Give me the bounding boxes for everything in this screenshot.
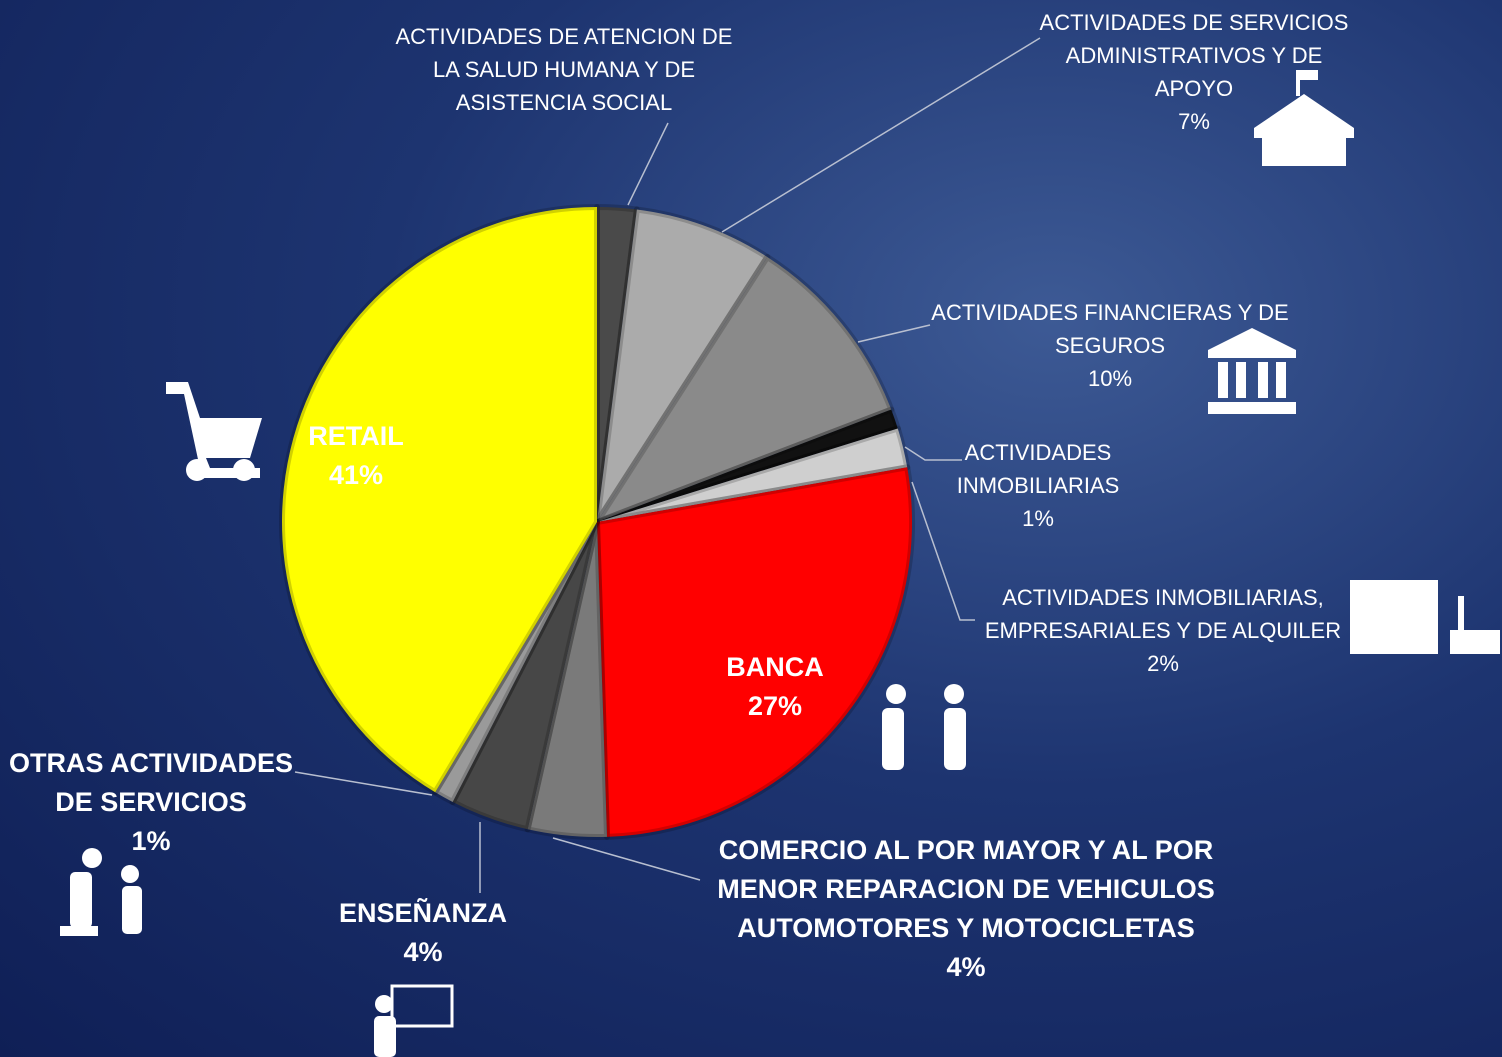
slice-label: BANCA 27%	[675, 648, 875, 726]
slice-name: ACTIVIDADES DE ATENCION DE LA SALUD HUMA…	[395, 24, 733, 115]
slice-name: ACTIVIDADES INMOBILIARIAS	[956, 440, 1120, 498]
slice-label: RETAIL 41%	[276, 417, 436, 495]
bank-icon	[1208, 328, 1296, 414]
slice-value: 2%	[1147, 651, 1179, 676]
slice-label: ACTIVIDADES DE SERVICIOS ADMINISTRATIVOS…	[1034, 6, 1354, 138]
slice-label: ACTIVIDADES INMOBILIARIAS 1%	[943, 436, 1133, 535]
slice-value: 4%	[403, 937, 443, 967]
pie-slice	[432, 519, 600, 805]
pie-slice	[524, 519, 610, 840]
slice-value: 41%	[328, 460, 384, 490]
cart-icon	[166, 382, 262, 481]
leader-line	[911, 481, 975, 621]
teacher-icon	[374, 984, 454, 1057]
pie	[279, 204, 915, 840]
slice-name: ENSEÑANZA	[338, 898, 507, 928]
slice-label: ENSEÑANZA 4%	[313, 894, 533, 972]
slice-label: OTRAS ACTIVIDADES DE SERVICIOS 1%	[1, 744, 301, 861]
pie-slice	[449, 519, 600, 833]
building-icon	[1350, 580, 1500, 654]
pie-slice	[279, 204, 600, 796]
slice-name: COMERCIO AL POR MAYOR Y AL POR MENOR REP…	[717, 835, 1215, 943]
leader-line	[857, 324, 931, 343]
slice-name: OTRAS ACTIVIDADES DE SERVICIOS	[8, 748, 293, 817]
school-icon	[1254, 70, 1354, 166]
slice-name: ACTIVIDADES FINANCIERAS Y DE SEGUROS	[931, 300, 1289, 358]
pie-slice	[594, 206, 771, 525]
slice-name: ACTIVIDADES DE SERVICIOS ADMINISTRATIVOS…	[1039, 10, 1349, 101]
pie-slice	[594, 254, 895, 525]
leader-line	[721, 37, 1041, 233]
slice-name: RETAIL	[308, 421, 404, 451]
slice-value: 7%	[1178, 109, 1210, 134]
pie-slice	[594, 425, 911, 525]
slice-name: ACTIVIDADES INMOBILIARIAS, EMPRESARIALES…	[984, 585, 1342, 643]
leader-line	[627, 122, 669, 206]
leader-line	[904, 446, 962, 461]
slice-value: 27%	[747, 691, 803, 721]
leader-line	[294, 771, 433, 796]
slice-value: 1%	[131, 826, 171, 856]
leader-line	[552, 837, 701, 881]
slice-label: ACTIVIDADES FINANCIERAS Y DE SEGUROS 10%	[920, 296, 1300, 395]
slice-label: ACTIVIDADES INMOBILIARIAS, EMPRESARIALES…	[983, 581, 1343, 680]
pie-slice	[594, 464, 915, 840]
pie-slice	[594, 406, 901, 525]
people-icon	[882, 684, 966, 770]
slice-value: 4%	[946, 952, 986, 982]
slice-value: 10%	[1087, 366, 1133, 391]
slice-label: ACTIVIDADES DE ATENCION DE LA SALUD HUMA…	[389, 20, 739, 119]
help-icon	[60, 848, 142, 936]
slice-name: BANCA	[726, 652, 824, 682]
pie-slice	[594, 204, 640, 525]
slice-value: 1%	[1022, 506, 1054, 531]
slice-label: COMERCIO AL POR MAYOR Y AL POR MENOR REP…	[706, 831, 1226, 987]
